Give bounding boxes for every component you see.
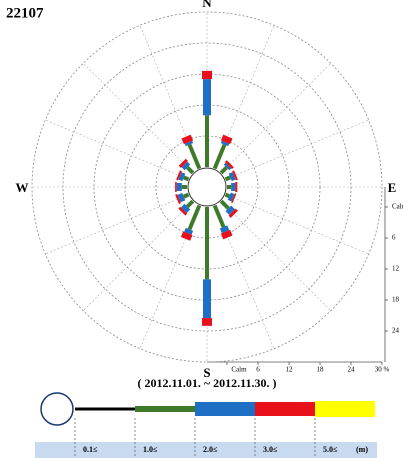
petal-segment	[224, 175, 232, 182]
direction-label: N	[202, 0, 212, 10]
legend-label: 5.0≤	[323, 445, 338, 454]
r-tick-label: 12	[286, 366, 294, 374]
petal-segment	[182, 192, 190, 199]
spoke	[220, 63, 331, 174]
petal-segment	[205, 207, 209, 280]
r-tick-label: 6	[256, 366, 260, 374]
legend-label: 0.1≤	[83, 445, 98, 454]
petal-segment	[220, 134, 233, 145]
petal-segment	[228, 172, 236, 182]
legend-label: 3.0≤	[263, 445, 278, 454]
petal-segment	[178, 206, 188, 216]
petal-segment	[212, 143, 227, 170]
petal-segment	[187, 204, 202, 231]
petal-segment	[175, 193, 181, 205]
petal-segment	[203, 79, 211, 116]
direction-label: S	[203, 365, 210, 380]
direction-label: W	[16, 180, 29, 195]
spoke	[220, 200, 331, 311]
spoke	[225, 194, 369, 255]
grid-ring	[62, 42, 352, 332]
petal-segment	[181, 134, 194, 145]
grid-ring	[155, 135, 259, 239]
petal-segment	[232, 170, 238, 181]
date-range: ( 2012.11.01. ~ 2012.11.30. )	[138, 376, 277, 390]
petal-segment	[220, 140, 230, 147]
petal-segment	[180, 231, 193, 241]
petal-segment	[178, 158, 188, 168]
r-tick-label: 30 %	[375, 366, 390, 374]
petal-segment	[227, 185, 232, 189]
r-tick-label: Calm	[392, 203, 403, 211]
petal-segment	[185, 199, 195, 209]
petal-segment	[185, 165, 195, 175]
petal-segment	[176, 183, 182, 191]
petal-segment	[219, 225, 230, 234]
petal-segment	[181, 185, 188, 189]
petal-segment	[202, 70, 212, 80]
petal-segment	[219, 165, 229, 175]
petal-segment	[227, 192, 235, 202]
petal-segment	[184, 140, 194, 147]
petal-segment	[220, 229, 233, 240]
legend-calm	[40, 392, 74, 426]
petal-segment	[231, 193, 237, 204]
r-tick-label: 18	[317, 366, 325, 374]
petal-segment	[180, 203, 191, 214]
petal-segment	[219, 199, 230, 210]
direction-label: E	[388, 180, 397, 195]
petal-segment	[182, 175, 190, 182]
petal-segment	[187, 143, 202, 170]
legend-label-band	[35, 442, 377, 458]
legend-label: 1.0≤	[143, 445, 158, 454]
petal-segment	[202, 318, 212, 326]
r-tick-label: 18	[392, 296, 400, 304]
calm-circle	[187, 167, 227, 207]
petal-segment	[177, 192, 186, 203]
petal-segment	[224, 160, 234, 170]
legend-swatch	[135, 406, 195, 412]
spoke	[83, 200, 194, 311]
petal-segment	[176, 170, 182, 181]
petal-segment	[228, 208, 238, 218]
r-tick-label: 12	[392, 265, 400, 273]
petal-segment	[184, 227, 194, 235]
legend-swatch	[315, 401, 375, 417]
petal-segment	[224, 192, 231, 199]
spoke	[139, 205, 200, 349]
petal-segment	[231, 183, 236, 191]
legend-swatch	[255, 402, 315, 416]
petal-segment	[225, 205, 235, 215]
r-tick-label: 6	[392, 234, 396, 242]
petal-segment	[212, 204, 226, 228]
petal-segment	[223, 162, 232, 171]
petal-segment	[205, 115, 209, 167]
legend-swatch	[195, 402, 255, 416]
spoke	[45, 119, 189, 180]
legend-unit: (m)	[356, 445, 368, 454]
spoke	[225, 119, 369, 180]
petal-segment	[178, 172, 186, 182]
chart-title: 22107	[6, 5, 44, 21]
r-tick-label: 24	[392, 327, 400, 335]
petal-segment	[203, 279, 211, 319]
petal-segment	[235, 182, 238, 192]
petal-segment	[181, 161, 191, 171]
petal-segment	[175, 182, 177, 192]
spoke	[45, 194, 189, 255]
legend-swatch	[75, 407, 135, 411]
grid-ring	[31, 11, 383, 363]
spoke	[83, 63, 194, 174]
r-tick-label: Calm	[231, 366, 247, 374]
r-tick-label: 24	[348, 366, 356, 374]
legend-label: 2.0≤	[203, 445, 218, 454]
